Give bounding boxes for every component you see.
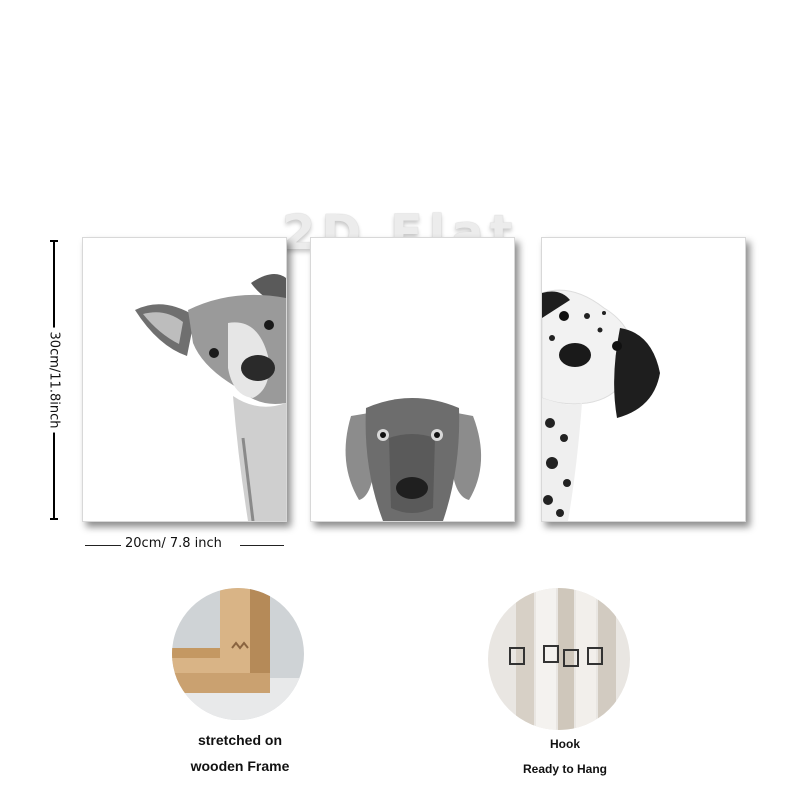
height-dimension-cap-bottom: [50, 518, 58, 520]
width-dimension-label: 20cm/ 7.8 inch: [125, 536, 222, 551]
width-dimension-line-right: [240, 545, 284, 546]
hook-photo: [488, 588, 630, 730]
wooden-frame-photo: [172, 588, 304, 720]
hook-caption-line1: Hook: [550, 737, 580, 751]
canvas-panel-3: [541, 237, 746, 522]
canvas-panel-1: [82, 237, 287, 522]
dalmatian-image: [542, 238, 745, 521]
dog-peeking-image: [83, 238, 286, 521]
frame-caption-line2: wooden Frame: [190, 758, 290, 774]
height-dimension-label: 30cm/11.8inch: [46, 327, 62, 433]
canvas-panel-2: [310, 237, 515, 522]
height-dimension-cap-top: [50, 240, 58, 242]
weimaraner-image: [311, 238, 514, 521]
hook-caption-line2: Ready to Hang: [522, 762, 607, 776]
frame-caption-line1: stretched on: [197, 732, 282, 748]
width-dimension-line-left: [85, 545, 121, 546]
